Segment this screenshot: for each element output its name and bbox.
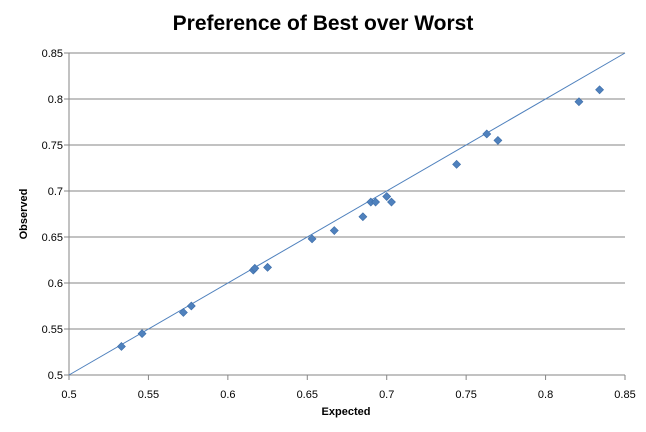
data-point <box>137 329 147 339</box>
x-tick-label: 0.75 <box>455 389 476 401</box>
y-axis-title: Observed <box>18 189 30 240</box>
reference-line <box>68 52 626 376</box>
x-tick-label: 0.55 <box>138 389 159 401</box>
chart-title: Preference of Best over Worst <box>173 12 474 35</box>
data-points <box>116 85 605 351</box>
x-tick-label: 0.5 <box>61 389 76 401</box>
y-tick-label: 0.7 <box>48 186 63 198</box>
data-point <box>178 308 188 317</box>
data-point <box>493 135 503 145</box>
y-tick-label: 0.85 <box>42 48 63 60</box>
y-tick-label: 0.55 <box>42 324 63 336</box>
x-axis-title: Expected <box>322 406 371 418</box>
data-point <box>482 129 492 139</box>
data-point <box>387 197 396 207</box>
data-point <box>307 234 317 244</box>
data-point <box>452 159 462 169</box>
data-point <box>358 212 368 222</box>
data-point <box>329 226 339 235</box>
axes <box>64 52 626 380</box>
gridlines <box>69 52 625 330</box>
data-point <box>382 192 392 201</box>
x-tick-labels: 0.5 0.55 0.6 0.65 0.7 0.75 0.8 0.85 <box>61 389 635 401</box>
data-point <box>595 85 605 95</box>
y-tick-label: 0.6 <box>48 278 63 290</box>
y-tick-labels: 0.5 0.55 0.6 0.65 0.7 0.75 0.8 0.85 <box>42 48 63 382</box>
data-point <box>574 97 584 107</box>
y-tick-label: 0.65 <box>42 232 63 244</box>
data-point <box>263 262 272 272</box>
x-tick-label: 0.6 <box>220 389 235 401</box>
data-point <box>371 197 381 207</box>
data-point <box>186 301 196 311</box>
reference-line-layer <box>68 52 626 376</box>
y-tick-label: 0.5 <box>48 370 63 382</box>
data-point <box>250 263 260 273</box>
data-point <box>116 342 126 351</box>
x-tick-label: 0.65 <box>297 389 318 401</box>
x-tick-label: 0.85 <box>614 389 635 401</box>
y-tick-label: 0.75 <box>42 140 63 152</box>
y-tick-label: 0.8 <box>48 94 63 106</box>
x-tick-label: 0.8 <box>538 389 553 401</box>
x-tick-label: 0.7 <box>379 389 394 401</box>
